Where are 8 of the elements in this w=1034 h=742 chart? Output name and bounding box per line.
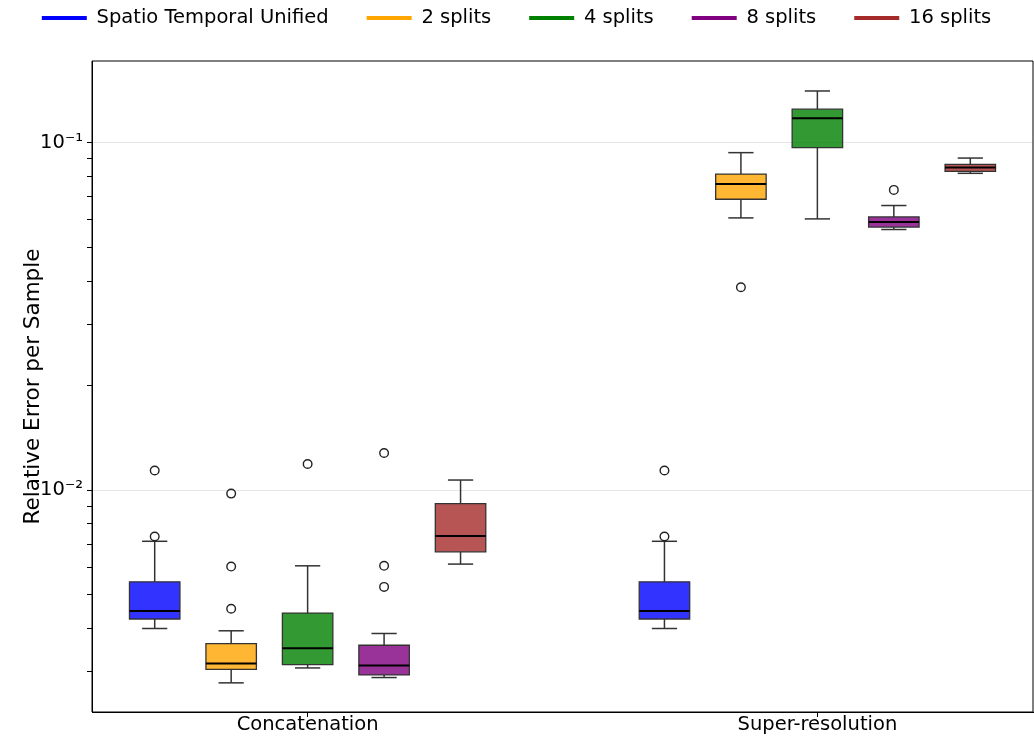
legend-label: Spatio Temporal Unified [96, 5, 329, 29]
legend-label: 2 splits [421, 5, 492, 29]
legend-label: 8 splits [746, 5, 817, 29]
y-tick-label: 10⁻¹ [40, 129, 83, 153]
legend-label: 4 splits [583, 5, 654, 29]
legend-label: 16 splits [909, 5, 992, 29]
x-tick-label: Super-resolution [737, 711, 898, 735]
x-tick-label: Concatenation [236, 711, 379, 735]
